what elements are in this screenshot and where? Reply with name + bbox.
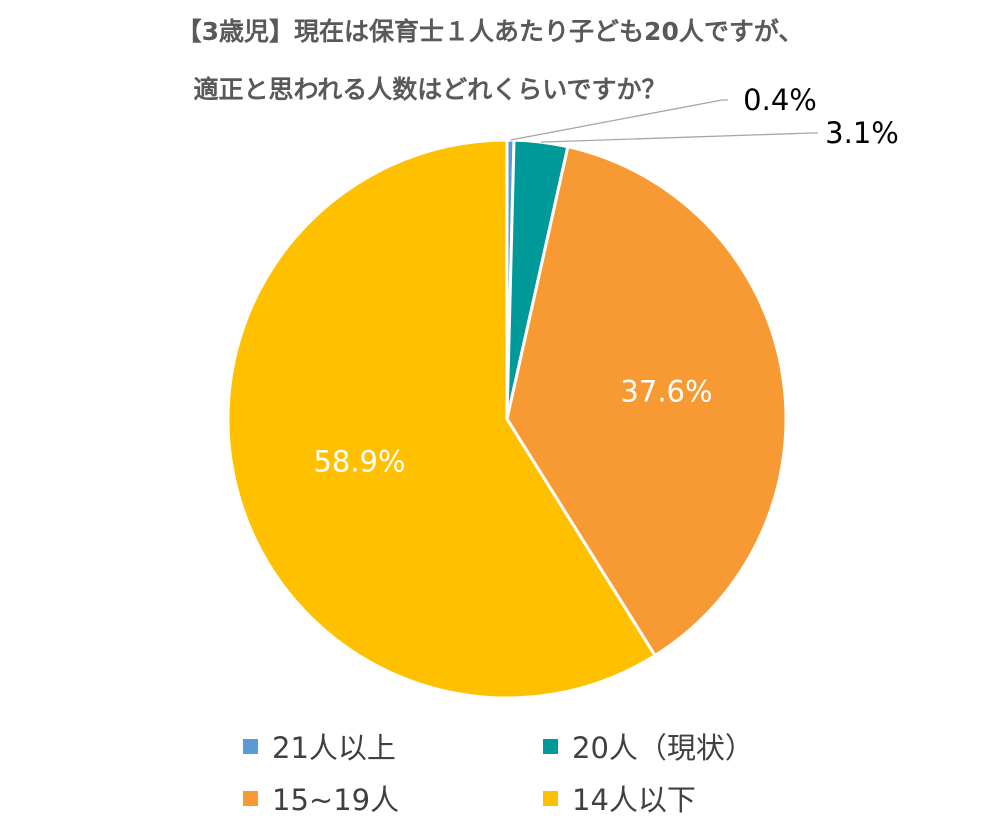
legend-label: 20人（現状） [572,731,754,765]
leader-line [541,132,818,143]
leader-lines [510,99,818,143]
chart-title-line-2: 適正と思われる人数はどれくらいですか？ [193,75,667,104]
data-label-15-19: 37.6% [620,375,712,409]
legend-item-14-or-less: 14人以下 [543,777,696,819]
legend-swatch [243,790,258,806]
slice-14-or-less [226,138,657,700]
legend-swatch [543,790,558,806]
legend-swatch [243,738,258,754]
legend-item-21-plus: 21人以上 [243,725,396,767]
leader-line [510,99,728,141]
legend-label: 21人以上 [272,731,396,765]
chart-title-line-1: 【3歳児】現在は保育士１人あたり子ども20人ですが、 [176,17,804,46]
legend-swatch [543,738,558,754]
legend-item-15-19: 15~19人 [243,777,399,819]
data-label-21-plus: 0.4% [743,83,817,117]
data-labels: 0.4%3.1% 37.6% 58.9% [313,83,898,478]
legend: 21人以上 20人（現状） 15~19人 14人以下 [0,715,1000,825]
data-label-20-current: 3.1% [825,116,899,150]
legend-label: 15~19人 [272,783,400,817]
legend-label: 14人以下 [572,783,696,817]
pie-slices [226,138,788,700]
legend-item-20-current: 20人（現状） [543,725,754,767]
data-label-14-or-less: 58.9% [313,444,405,478]
